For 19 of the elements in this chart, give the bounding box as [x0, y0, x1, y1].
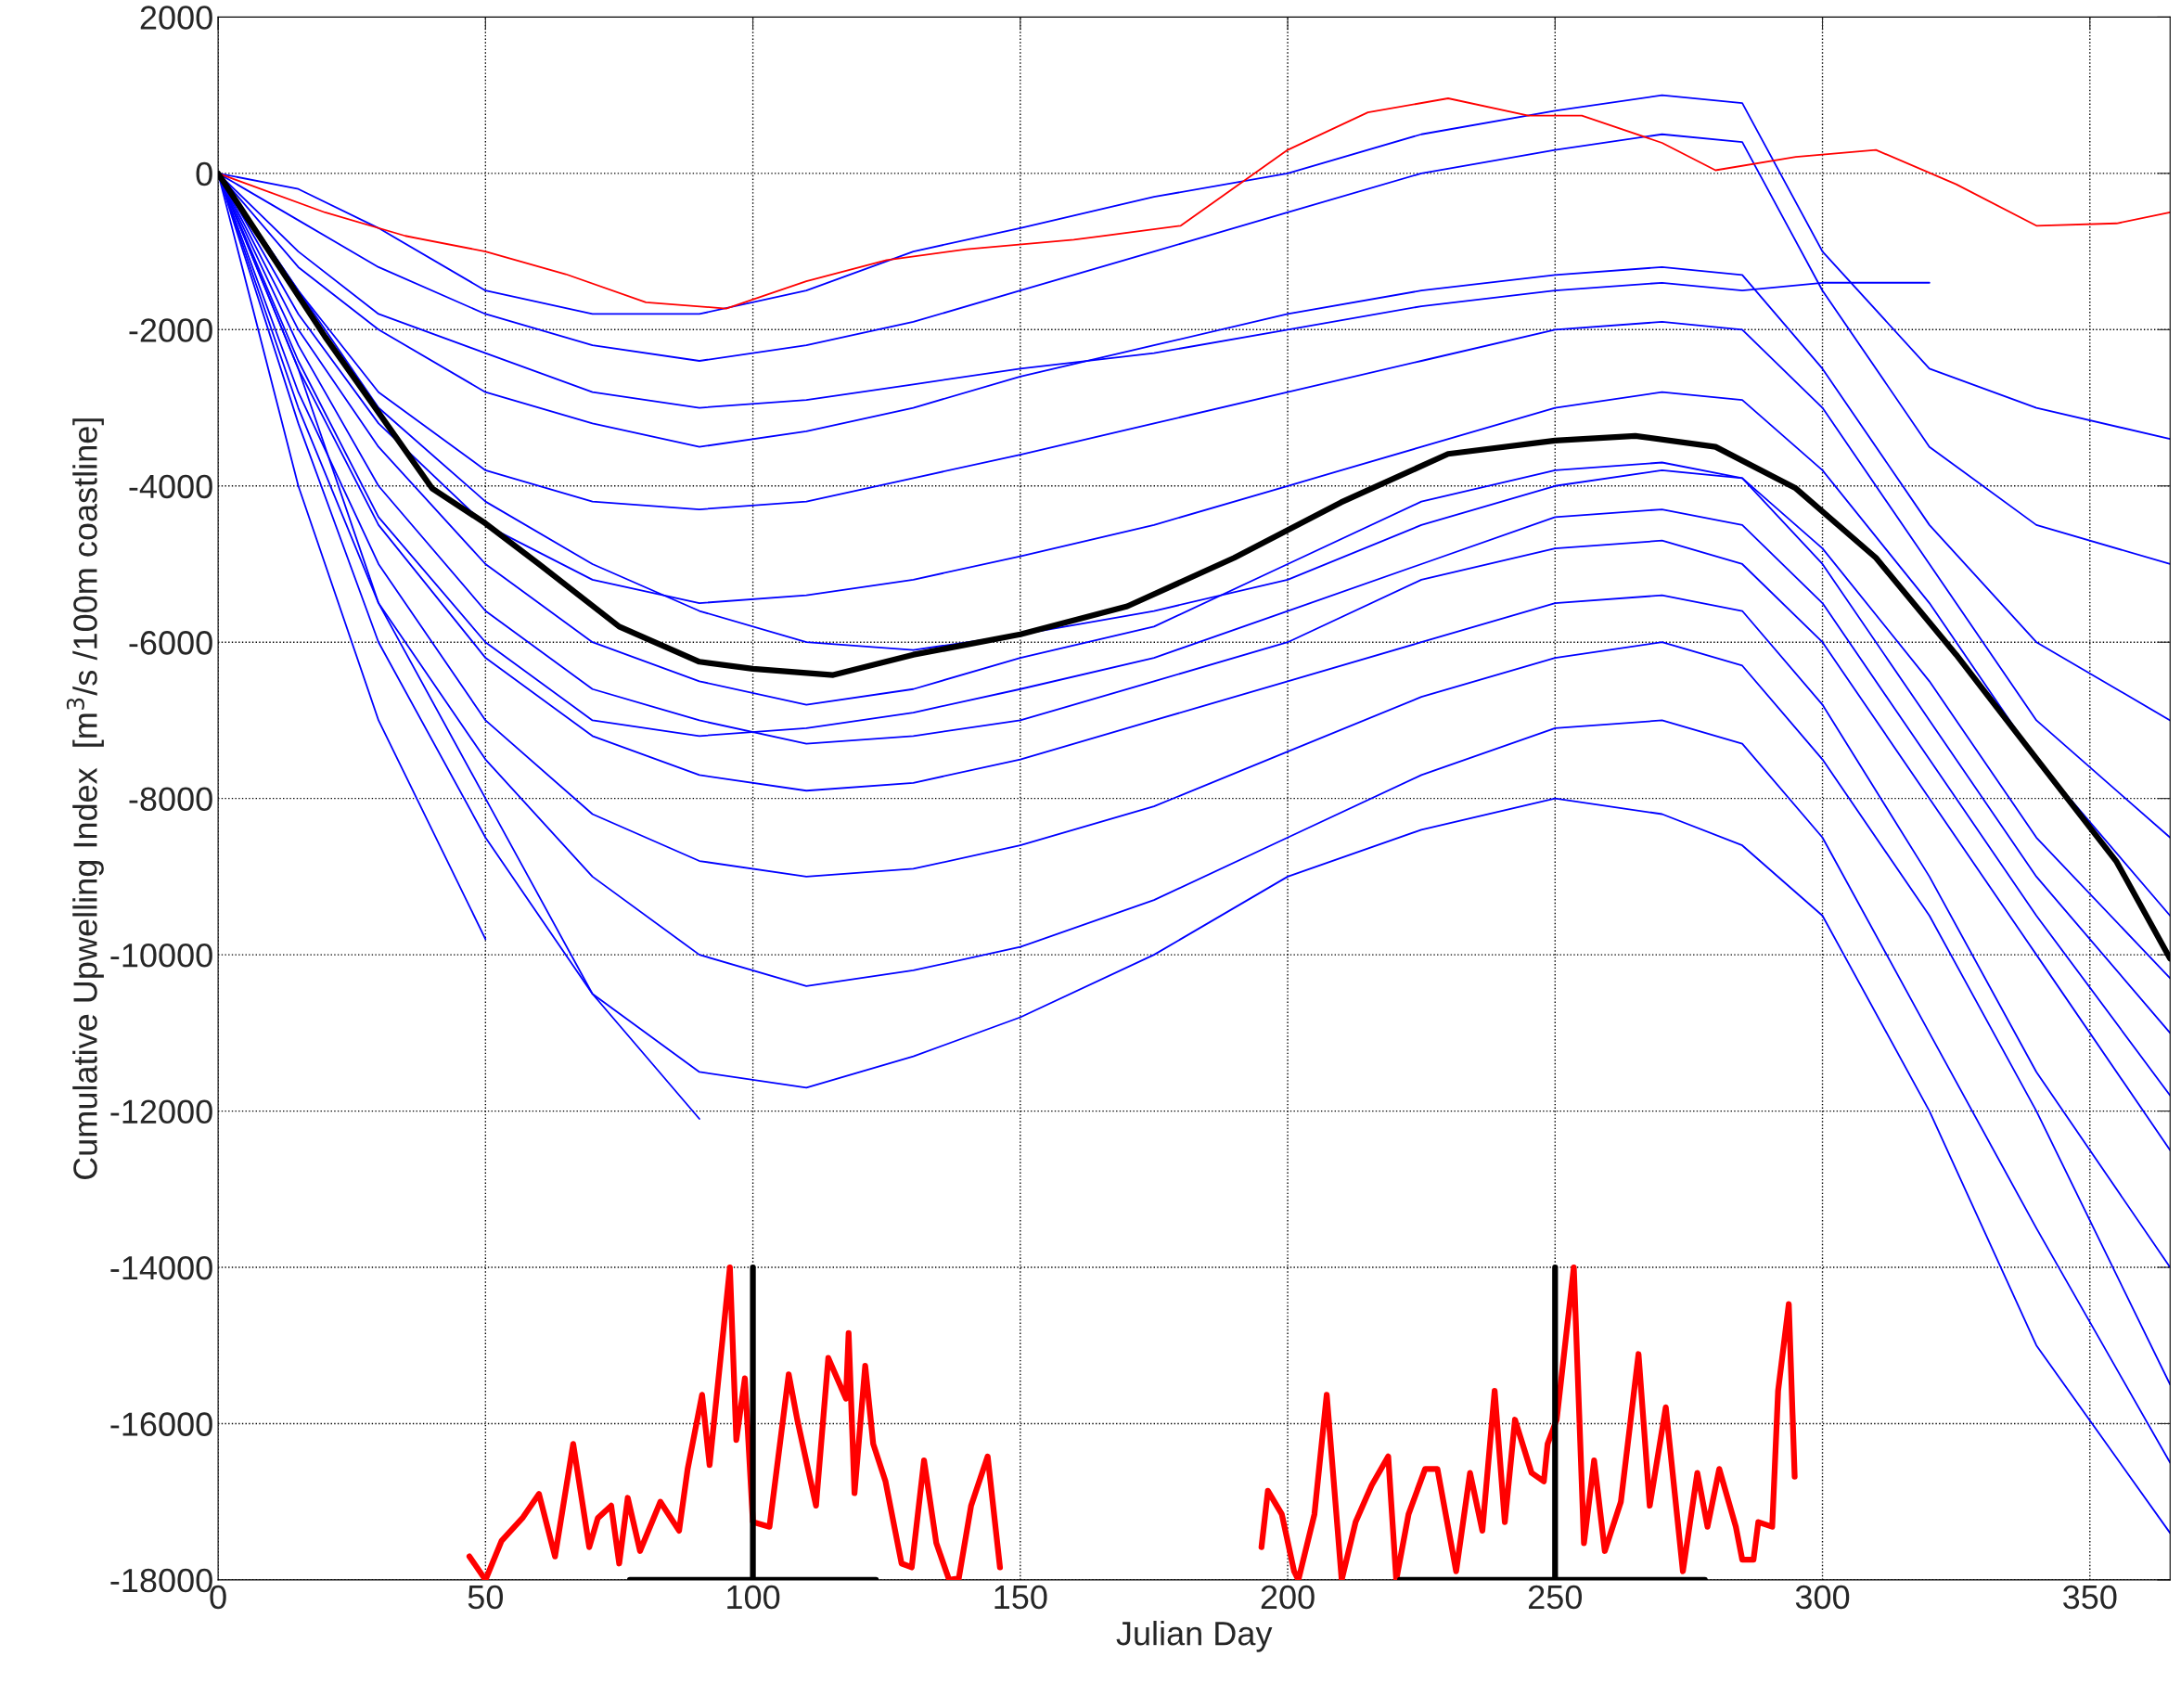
- x-tick-label: 200: [1261, 1585, 1315, 1610]
- y-axis-title: Cumulative Upwelling Index [m$^{3}$/s /100m coastline]: [66, 418, 104, 1180]
- y-tick-label: -12000: [110, 1099, 212, 1124]
- y-tick-label: -10000: [110, 943, 212, 968]
- x-tick-label: 100: [727, 1585, 780, 1610]
- y-tick-label: 0: [196, 161, 212, 186]
- x-tick-label: 50: [468, 1585, 504, 1610]
- x-tick-label: 350: [2063, 1585, 2117, 1610]
- y-tick-label: -8000: [129, 787, 212, 812]
- x-tick-label: 300: [1795, 1585, 1850, 1610]
- x-tick-label: 250: [1528, 1585, 1583, 1610]
- y-tick-label: -14000: [110, 1255, 212, 1280]
- x-axis-title: Julian Day: [1116, 1621, 1273, 1652]
- y-tick-label: -6000: [129, 631, 212, 655]
- y-tick-label: -2000: [129, 318, 212, 342]
- y-tick-label: -16000: [110, 1412, 212, 1436]
- y-tick-label: -4000: [129, 474, 212, 499]
- y-tick-label: 2000: [140, 6, 212, 30]
- x-tick-label: 150: [994, 1585, 1047, 1610]
